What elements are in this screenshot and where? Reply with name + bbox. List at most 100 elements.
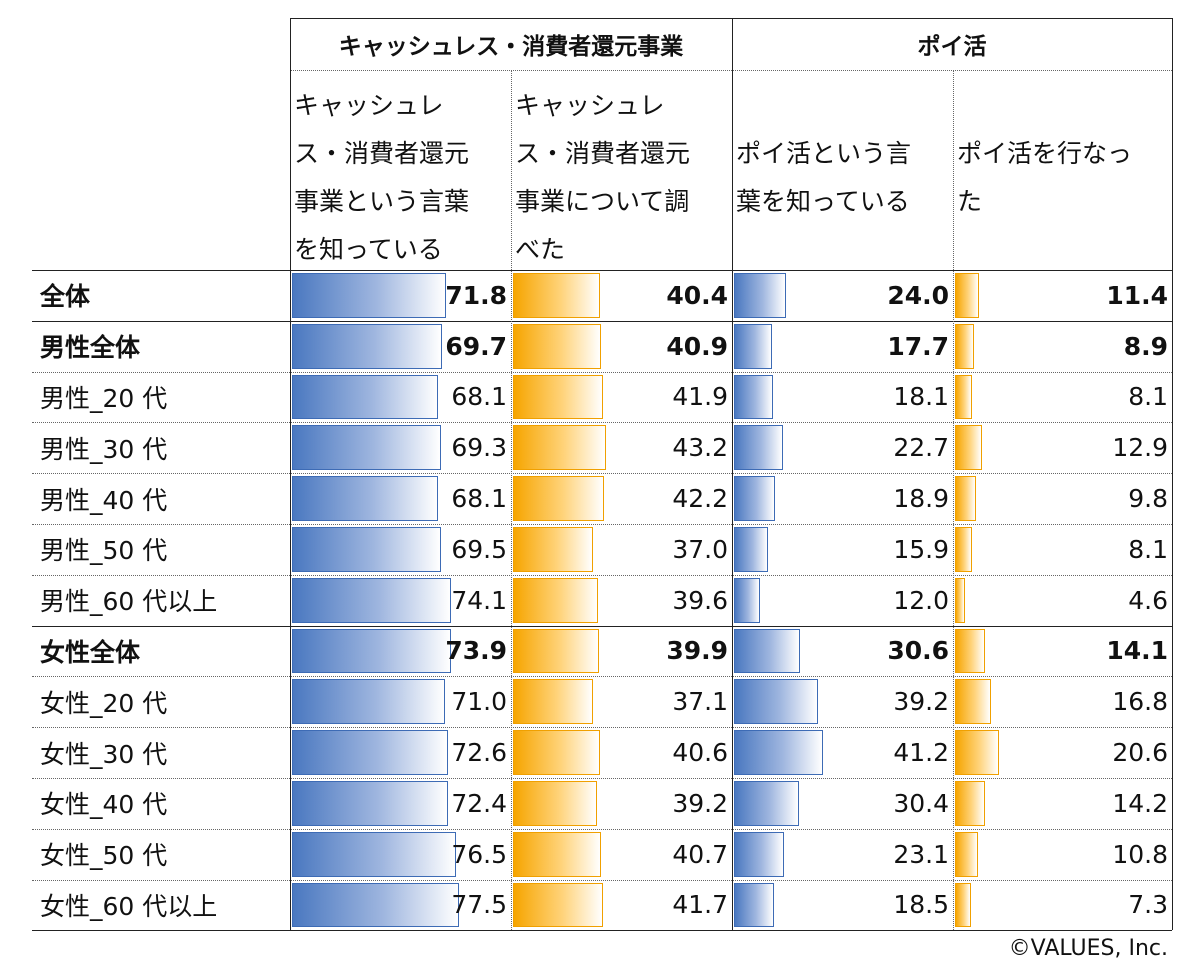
data-cell: 30.4 (732, 778, 953, 829)
data-cell: 8.1 (953, 524, 1172, 575)
data-bar (955, 628, 986, 674)
data-cell: 18.5 (732, 880, 953, 931)
grid-line (1172, 18, 1173, 931)
copyright-text: ©VALUES, Inc. (1008, 936, 1168, 961)
data-value: 18.9 (893, 484, 949, 514)
data-cell: 43.2 (511, 422, 732, 473)
data-bar (292, 882, 459, 928)
data-cell: 30.6 (732, 626, 953, 677)
data-value: 16.8 (1112, 687, 1168, 717)
data-bar (955, 882, 971, 928)
data-value: 40.6 (672, 738, 728, 768)
data-cell: 37.0 (511, 524, 732, 575)
data-bar (513, 323, 601, 369)
data-bar (955, 273, 980, 318)
data-value: 30.6 (887, 636, 949, 666)
data-cell: 39.2 (511, 778, 732, 829)
data-bar (292, 628, 451, 674)
data-bar-table: キャッシュレス・消費者還元事業 ポイ活 キャッシュレ ス・消費者還元 事業という言葉… (32, 18, 1173, 932)
data-value: 69.5 (451, 534, 507, 564)
data-bar (292, 730, 449, 775)
data-bar (734, 679, 819, 725)
data-value: 39.6 (672, 585, 728, 615)
data-cell: 18.1 (732, 372, 953, 423)
data-cell: 23.1 (732, 829, 953, 880)
grid-line (32, 828, 1172, 830)
data-value: 37.1 (672, 687, 728, 717)
data-bar (734, 781, 800, 826)
group-header-0: キャッシュレス・消費者還元事業 (338, 34, 684, 60)
data-value: 68.1 (451, 484, 507, 514)
data-bar (513, 679, 593, 725)
data-bar (513, 781, 598, 826)
data-cell: 74.1 (290, 575, 511, 626)
data-value: 71.8 (445, 280, 507, 310)
data-bar (955, 781, 986, 826)
data-bar (513, 476, 604, 521)
row-label: 女性_60 代以上 (40, 891, 218, 921)
data-cell: 71.8 (290, 270, 511, 321)
data-cell: 18.9 (732, 473, 953, 524)
data-cell: 69.7 (290, 321, 511, 372)
row-label: 女性全体 (40, 637, 141, 667)
data-cell: 72.4 (290, 778, 511, 829)
data-cell: 8.1 (953, 372, 1172, 423)
data-bar (292, 679, 445, 725)
data-cell: 14.2 (953, 778, 1172, 829)
grid-line (32, 625, 1172, 627)
data-value: 41.7 (672, 890, 728, 920)
data-cell: 8.9 (953, 321, 1172, 372)
data-bar (513, 730, 601, 775)
data-value: 8.1 (1128, 382, 1168, 412)
row-label: 女性_20 代 (40, 688, 168, 718)
data-bar (513, 831, 601, 877)
grid-line (32, 473, 1172, 475)
data-value: 39.2 (672, 788, 728, 818)
data-value: 23.1 (893, 839, 949, 869)
data-cell: 11.4 (953, 270, 1172, 321)
row-label: 男性_30 代 (40, 434, 168, 464)
data-value: 40.4 (666, 280, 728, 310)
data-value: 15.9 (893, 534, 949, 564)
data-cell: 39.9 (511, 626, 732, 677)
row-label: 男性_60 代以上 (40, 587, 218, 617)
data-value: 18.1 (893, 382, 949, 412)
column-header-2: ポイ活という言 葉を知っている (736, 139, 912, 216)
data-cell: 24.0 (732, 270, 953, 321)
row-label: 男性全体 (40, 333, 141, 363)
data-bar (734, 273, 786, 318)
data-value: 40.7 (672, 839, 728, 869)
data-bar (955, 323, 974, 369)
row-label: 全体 (40, 282, 91, 312)
data-bar (292, 527, 442, 572)
data-bar (513, 628, 599, 674)
data-bar (292, 374, 439, 420)
data-bar (292, 577, 452, 623)
data-value: 8.9 (1123, 331, 1168, 361)
grid-line (32, 524, 1172, 525)
grid-line (290, 18, 291, 931)
data-bar (734, 882, 774, 928)
row-label: 男性_50 代 (40, 536, 168, 566)
data-cell: 37.1 (511, 676, 732, 727)
grid-line (32, 879, 1172, 881)
data-cell: 4.6 (953, 575, 1172, 626)
data-bar (955, 374, 973, 420)
data-cell: 41.7 (511, 880, 732, 931)
data-bar (734, 425, 783, 471)
data-cell: 17.7 (732, 321, 953, 372)
data-value: 14.1 (1106, 636, 1168, 666)
data-value: 18.5 (893, 890, 949, 920)
data-bar (292, 273, 447, 318)
data-value: 42.2 (672, 484, 728, 514)
grid-line (32, 320, 1172, 322)
data-cell: 40.6 (511, 727, 732, 778)
data-cell: 39.6 (511, 575, 732, 626)
data-cell: 10.8 (953, 829, 1172, 880)
data-cell: 39.2 (732, 676, 953, 727)
data-bar (734, 476, 775, 521)
data-bar (513, 273, 600, 318)
data-bar (513, 374, 604, 420)
data-cell: 20.6 (953, 727, 1172, 778)
data-bar (513, 425, 606, 471)
